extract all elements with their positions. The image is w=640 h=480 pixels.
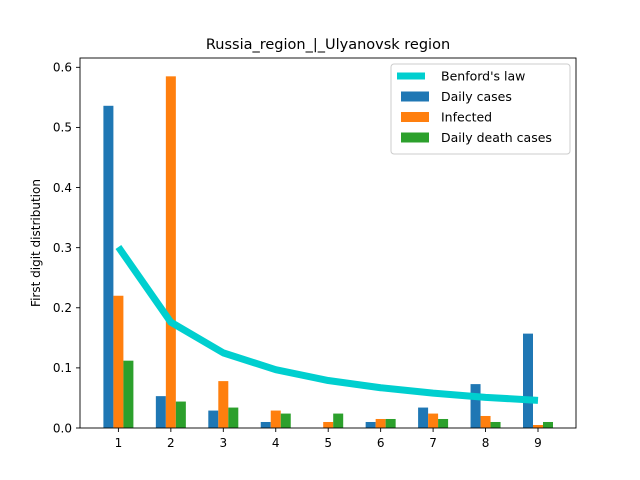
bar-daily-cases-7: [418, 407, 429, 428]
bar-daily-death-cases-5: [333, 413, 344, 428]
y-tick-label-0.3: 0.3: [53, 241, 72, 255]
y-tick-label-0.4: 0.4: [53, 181, 72, 195]
y-tick-label-0.6: 0.6: [53, 61, 72, 75]
bar-daily-cases-4: [260, 421, 271, 428]
bar-daily-death-cases-4: [280, 413, 291, 428]
bar-daily-cases-6: [365, 421, 376, 428]
x-tick-label-2: 2: [167, 436, 175, 450]
bar-daily-cases-9: [523, 333, 533, 428]
legend-label-daily-death-cases: Daily death cases: [441, 130, 552, 145]
y-tick-label-0.2: 0.2: [53, 301, 72, 315]
x-tick-label-7: 7: [429, 436, 437, 450]
bar-daily-death-cases-8: [490, 421, 501, 428]
bar-infected-3: [218, 381, 229, 428]
bar-daily-death-cases-1: [123, 360, 134, 428]
y-tick-label-0.0: 0.0: [53, 421, 72, 435]
bar-daily-cases-2: [155, 396, 166, 428]
legend-label-infected: Infected: [441, 110, 492, 125]
legend-label-daily-cases: Daily cases: [441, 89, 512, 104]
bar-infected-4: [270, 410, 281, 428]
legend-swatch-daily-cases: [401, 91, 429, 102]
bar-daily-death-cases-9: [543, 421, 553, 428]
bar-infected-1: [113, 295, 124, 428]
bar-daily-death-cases-6: [385, 418, 396, 428]
x-tick-label-9: 9: [534, 436, 542, 450]
bar-daily-death-cases-7: [438, 418, 449, 428]
bar-daily-death-cases-2: [175, 401, 186, 428]
bar-daily-death-cases-3: [228, 407, 239, 428]
bar-infected-8: [480, 415, 491, 428]
bar-infected-9: [533, 424, 543, 428]
benford-line: [115, 245, 539, 404]
bar-daily-cases-3: [208, 410, 219, 428]
x-tick-label-1: 1: [115, 436, 123, 450]
legend-label-benford: Benford's law: [441, 69, 525, 84]
bar-infected-2: [165, 76, 176, 428]
legend-box: [390, 63, 571, 155]
legend-swatch-daily-death-cases: [401, 132, 429, 143]
bar-daily-cases-1: [103, 105, 114, 429]
x-tick-label-3: 3: [219, 436, 227, 450]
bar-infected-7: [428, 413, 439, 428]
y-tick-label-0.1: 0.1: [53, 361, 72, 375]
legend: Benford's law Daily cases Infected Daily de…: [390, 63, 571, 155]
x-tick-label-6: 6: [377, 436, 385, 450]
bar-infected-6: [375, 418, 386, 428]
plot-area: 1 2 3 4 5 6 7 8 9 0.0 0.1 0.2 0.3 0.4 0.5 0.6: [53, 57, 577, 450]
legend-swatch-infected: [401, 112, 429, 122]
x-tick-label-4: 4: [272, 436, 280, 450]
y-axis-label: First digit distribution: [29, 179, 43, 307]
bar-infected-5: [323, 421, 334, 428]
y-tick-label-0.5: 0.5: [53, 121, 72, 135]
x-tick-label-5: 5: [324, 436, 332, 450]
x-tick-label-8: 8: [482, 436, 490, 450]
chart-title: Russia_region_|_Ulyanovsk region: [206, 37, 450, 53]
bar-daily-cases-8: [470, 384, 481, 428]
